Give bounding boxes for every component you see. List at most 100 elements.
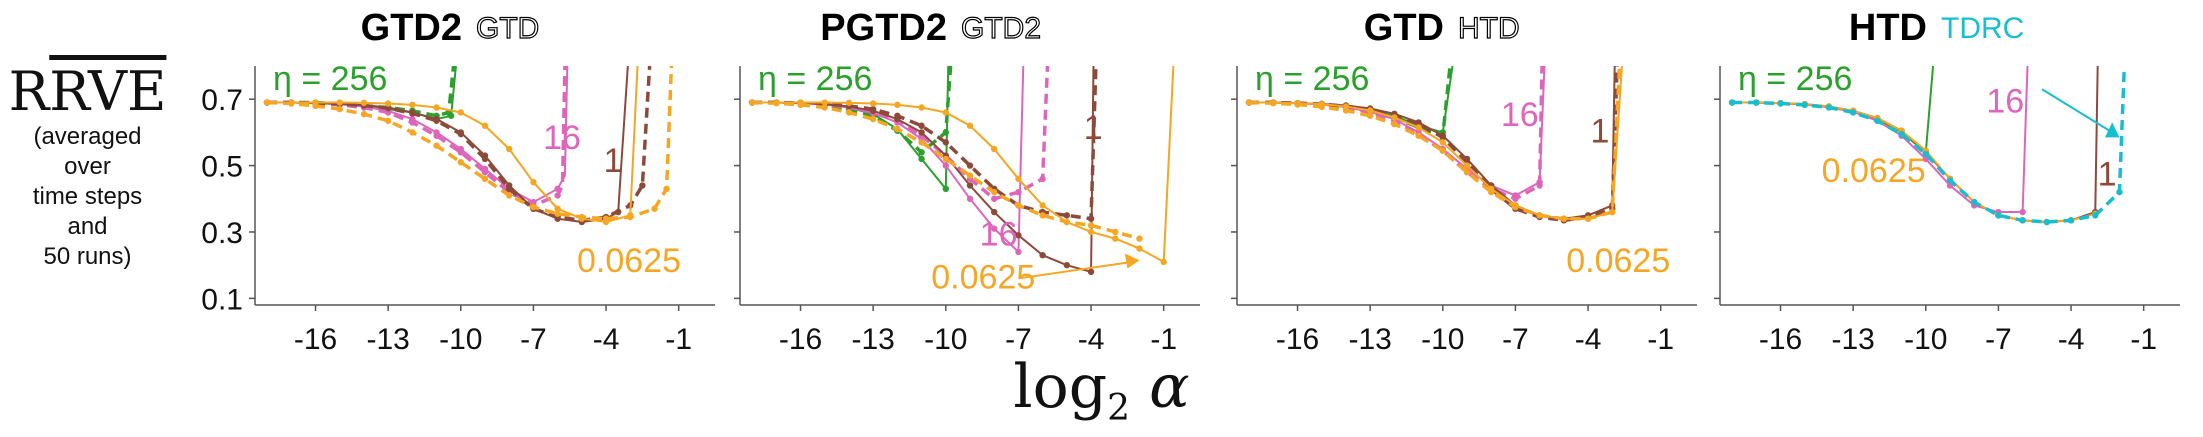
data-point — [1898, 130, 1905, 138]
y-axis-note-5: 50 runs) — [43, 243, 132, 270]
data-point — [481, 155, 489, 163]
data-point — [1063, 212, 1071, 219]
y-axis-label: RRVE (averaged over time steps and 50 ru… — [0, 62, 175, 272]
data-point — [481, 175, 489, 183]
data-point — [457, 109, 464, 116]
annotation-label: 16 — [980, 215, 1018, 253]
data-point — [942, 109, 949, 116]
data-point — [1584, 215, 1592, 222]
data-point — [627, 213, 634, 221]
x-tick-label: -4 — [1575, 323, 1602, 356]
panel-4: HTD TDRC -16 -13 -10 -7 -4 -1 η = 256 16 1 0.0625 — [1714, 7, 2180, 356]
data-point — [1463, 169, 1471, 176]
y-axis-symbol: RRVE — [8, 60, 167, 123]
data-point — [2116, 188, 2123, 196]
data-point — [918, 129, 925, 136]
data-point — [433, 142, 440, 149]
data-point — [1112, 235, 1119, 242]
eta-label: η = 256 — [1255, 60, 1369, 98]
series-line — [267, 66, 652, 223]
data-point — [1874, 117, 1881, 124]
data-point — [360, 99, 368, 107]
data-point — [336, 105, 343, 113]
data-point — [1318, 103, 1325, 111]
data-point — [1609, 208, 1616, 216]
x-axis-label: log2 α — [0, 352, 2203, 429]
x-tick-label: -7 — [1985, 323, 2012, 356]
data-point — [336, 99, 343, 106]
x-tick-label: -7 — [1502, 323, 1529, 356]
data-point — [457, 130, 464, 138]
y-tick-label: 0.7 — [201, 84, 243, 117]
data-point — [263, 99, 271, 106]
data-point — [384, 104, 392, 112]
panel-title: HTD — [1849, 7, 1927, 49]
eta-label: η = 256 — [758, 60, 872, 98]
x-tick-label: -13 — [1348, 323, 1391, 356]
panel-title: PGTD2 — [820, 7, 947, 49]
x-tick-label: -7 — [1005, 323, 1032, 356]
data-point — [1463, 162, 1471, 169]
data-point — [1536, 212, 1543, 219]
data-point — [942, 155, 949, 163]
data-point — [966, 122, 974, 129]
annotation-label: 1 — [604, 142, 623, 180]
arrow-head — [1124, 253, 1140, 269]
data-point — [1160, 258, 1167, 266]
annotation-label: 1 — [1084, 109, 1103, 147]
data-point — [1366, 112, 1374, 119]
data-point — [1439, 147, 1446, 154]
y-tick-label: 0.5 — [201, 151, 243, 184]
data-point — [1825, 104, 1833, 111]
data-point — [1136, 235, 1143, 242]
x-tick-label: -1 — [1647, 323, 1674, 356]
panel-title-compare: GTD — [476, 12, 539, 45]
data-point — [1801, 101, 1808, 109]
data-point — [1366, 107, 1374, 114]
data-point — [1512, 203, 1519, 211]
data-point — [869, 105, 877, 113]
data-point — [1415, 132, 1422, 139]
x-tick-label: -4 — [1078, 323, 1105, 356]
data-point — [651, 205, 658, 212]
data-point — [773, 99, 780, 107]
x-tick-label: -10 — [924, 323, 967, 356]
eta-label: η = 256 — [273, 60, 387, 98]
data-point — [554, 205, 561, 212]
data-point — [1063, 261, 1071, 269]
data-point — [918, 122, 925, 129]
data-point — [457, 149, 464, 156]
data-point — [1136, 245, 1143, 252]
annotation-label: 0.0625 — [1822, 152, 1926, 190]
panel-2: PGTD2 GTD2 -16 -13 -10 -7 -4 -1 η = 256 16 1 0.0625 — [734, 7, 1200, 356]
data-point — [530, 178, 537, 186]
data-point — [2019, 217, 2026, 224]
data-point — [1995, 212, 2002, 219]
data-point — [639, 182, 646, 189]
data-point — [602, 215, 610, 222]
y-tick-label: 0.3 — [201, 217, 243, 250]
data-point — [433, 132, 440, 139]
arrow-line — [2041, 88, 2113, 134]
data-point — [409, 101, 416, 109]
x-tick-label: -1 — [2130, 323, 2157, 356]
x-tick-label: -16 — [779, 323, 822, 356]
data-point — [991, 195, 998, 202]
data-point — [942, 162, 949, 169]
data-point — [1488, 188, 1495, 196]
y-axis-note-4: and — [67, 213, 108, 240]
data-point — [869, 115, 877, 123]
x-tick-label: -10 — [439, 323, 482, 356]
x-tick-label: -1 — [1150, 323, 1177, 356]
data-point — [1112, 228, 1119, 236]
data-point — [918, 139, 925, 146]
data-point — [1087, 222, 1095, 229]
data-point — [1946, 177, 1954, 184]
data-point — [1015, 248, 1022, 256]
panel-title-compare: TDRC — [1941, 12, 2024, 45]
data-point — [409, 129, 416, 136]
data-point — [1270, 99, 1277, 107]
y-tick-label: 0.1 — [201, 283, 243, 316]
annotation-label: 16 — [543, 119, 581, 157]
panel-title: GTD — [1364, 7, 1444, 49]
